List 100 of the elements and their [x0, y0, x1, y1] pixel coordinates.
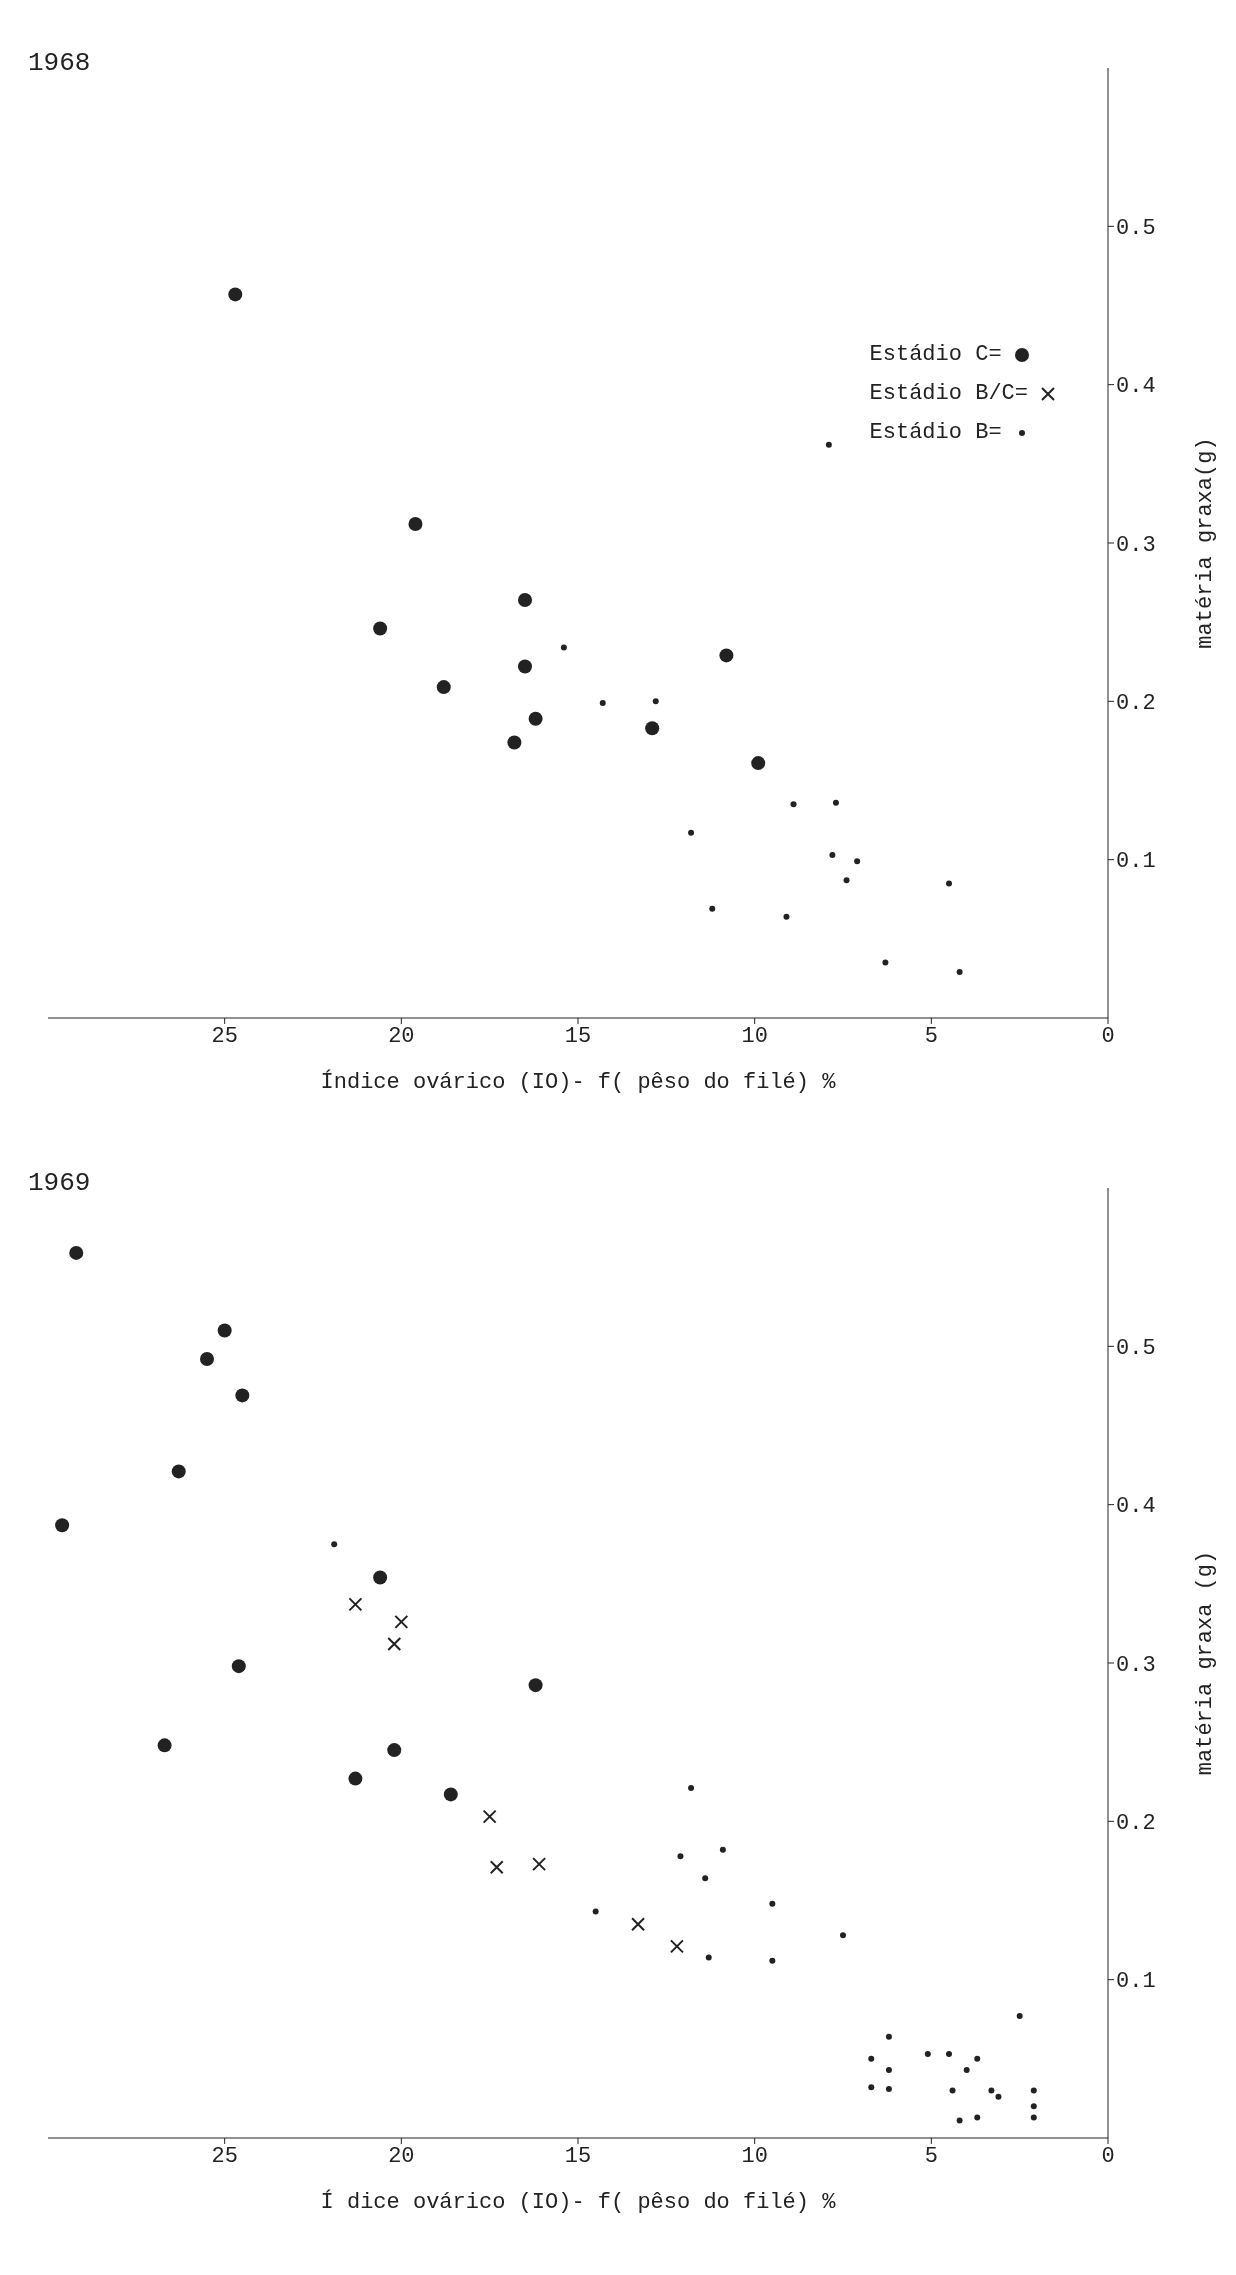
point: [1030, 2103, 1037, 2110]
x-tick-label: 25: [211, 2143, 238, 2169]
point: [974, 2055, 981, 2062]
point: [387, 1743, 402, 1758]
point: [840, 1932, 846, 1939]
x-tick-label: 15: [564, 1023, 592, 1049]
point: [599, 699, 606, 706]
y-tick-label: 0.2: [1116, 1811, 1156, 1837]
point: [55, 1518, 70, 1533]
x-tick-label: 10: [741, 1023, 768, 1049]
x-tick-label: 0: [1101, 2143, 1115, 2169]
point: [69, 1245, 84, 1260]
point: [688, 1785, 695, 1792]
point: [631, 1917, 646, 1932]
point: [518, 659, 532, 674]
x-tick-label: 5: [924, 2143, 938, 2169]
point: [924, 2051, 931, 2058]
point: [769, 1900, 776, 1907]
chart-title: 1969: [28, 1168, 91, 1198]
point: [843, 877, 850, 884]
point: [882, 959, 889, 966]
legend-label: Estádio C=: [869, 342, 1002, 367]
y-tick-label: 0.1: [1116, 1969, 1156, 1995]
y-tick-label: 0.1: [1116, 849, 1156, 875]
point: [157, 1738, 172, 1753]
x-axis-title: Í dice ovárico (IO)- f( pêso do filé) %: [320, 2189, 837, 2215]
point: [995, 2093, 1002, 2100]
point: [482, 1809, 497, 1824]
y-tick-label: 0.5: [1116, 216, 1156, 242]
point: [408, 517, 423, 531]
point: [949, 2087, 956, 2094]
point: [231, 1659, 246, 1674]
point: [645, 721, 660, 736]
y-tick-label: 0.2: [1116, 691, 1156, 717]
point: [331, 1541, 338, 1548]
point: [436, 680, 451, 695]
chart-title: 1968: [28, 48, 91, 78]
point: [217, 1323, 232, 1338]
point: [885, 2033, 892, 2040]
point: [956, 969, 963, 976]
point: [443, 1787, 458, 1802]
point: [783, 913, 790, 920]
point: [702, 1875, 709, 1882]
x-tick-label: 20: [388, 1023, 415, 1049]
point: [868, 2084, 875, 2091]
point: [528, 711, 543, 726]
point: [705, 1954, 712, 1961]
point: [677, 1853, 684, 1860]
point: [769, 1957, 776, 1964]
point: [528, 1678, 543, 1693]
point: [956, 2117, 963, 2124]
point: [348, 1771, 363, 1786]
point: [825, 441, 832, 448]
x-tick-label: 15: [564, 2143, 592, 2169]
point: [669, 1939, 684, 1954]
y-axis-title: matéria graxa (g): [1192, 1550, 1218, 1776]
point: [885, 2085, 892, 2092]
y-tick-label: 0.4: [1116, 374, 1156, 400]
point: [709, 905, 716, 912]
point: [489, 1860, 504, 1875]
y-tick-label: 0.3: [1116, 1652, 1156, 1678]
point: [532, 1857, 547, 1872]
point: [946, 2051, 952, 2058]
point: [235, 1388, 250, 1403]
y-tick-label: 0.4: [1116, 1494, 1156, 1520]
point: [719, 648, 734, 663]
x-tick-label: 10: [741, 2143, 768, 2169]
point: [387, 1637, 402, 1651]
point: [790, 801, 797, 808]
point: [751, 756, 766, 771]
point: [832, 799, 839, 806]
point: [373, 1570, 388, 1585]
point: [1030, 2087, 1037, 2094]
point: [518, 593, 532, 607]
point: [719, 1846, 726, 1853]
point: [974, 2114, 981, 2121]
y-tick-label: 0.5: [1116, 1336, 1156, 1362]
point: [394, 1614, 409, 1629]
point: [946, 880, 952, 887]
point: [373, 621, 388, 636]
point: [228, 287, 243, 302]
y-axis-title: matéria graxa(g): [1192, 437, 1218, 649]
point: [560, 644, 567, 651]
x-tick-label: 5: [924, 1023, 938, 1049]
point: [652, 698, 659, 705]
point: [829, 851, 836, 858]
point: [592, 1908, 599, 1915]
point: [507, 735, 522, 750]
point: [1030, 2114, 1037, 2121]
point: [200, 1352, 214, 1366]
point: [885, 2066, 892, 2073]
point: [688, 829, 695, 836]
point: [988, 2087, 995, 2094]
point: [868, 2055, 875, 2062]
legend-label: Estádio B=: [869, 420, 1002, 445]
x-tick-label: 20: [388, 2143, 415, 2169]
point: [854, 858, 861, 865]
point: [1016, 2013, 1023, 2020]
legend-label: Estádio B/C=: [869, 381, 1028, 406]
x-axis-title: Índice ovárico (IO)- f( pêso do filé) %: [320, 1069, 837, 1095]
